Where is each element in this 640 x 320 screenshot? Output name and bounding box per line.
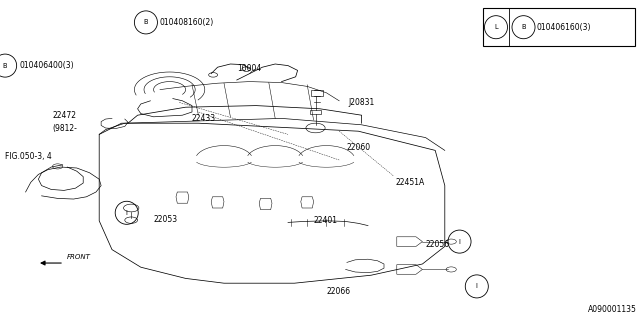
Text: 22053: 22053 xyxy=(154,215,178,224)
Text: 10004: 10004 xyxy=(237,64,261,73)
Text: B: B xyxy=(143,20,148,25)
Text: 22451A: 22451A xyxy=(396,178,425,187)
Text: 010406160(3): 010406160(3) xyxy=(536,23,591,32)
Text: 22056: 22056 xyxy=(426,240,450,249)
Text: L: L xyxy=(494,24,498,30)
Text: B: B xyxy=(3,63,8,68)
Text: 22060: 22060 xyxy=(347,143,371,152)
Text: 22472: 22472 xyxy=(52,111,77,120)
Text: 22401: 22401 xyxy=(314,216,338,225)
Text: FRONT: FRONT xyxy=(67,254,91,260)
Text: I: I xyxy=(126,210,127,216)
Text: J20831: J20831 xyxy=(349,98,375,107)
Text: B: B xyxy=(521,24,526,30)
Text: FIG.050-3, 4: FIG.050-3, 4 xyxy=(5,152,52,161)
Text: A090001135: A090001135 xyxy=(588,305,637,314)
Text: 22433: 22433 xyxy=(192,114,216,123)
Text: I: I xyxy=(476,284,477,289)
Text: (9812-: (9812- xyxy=(52,124,77,132)
Text: 22066: 22066 xyxy=(326,287,351,296)
Text: 010408160(2): 010408160(2) xyxy=(160,18,214,27)
Text: 010406400(3): 010406400(3) xyxy=(19,61,74,70)
Text: I: I xyxy=(459,239,460,244)
